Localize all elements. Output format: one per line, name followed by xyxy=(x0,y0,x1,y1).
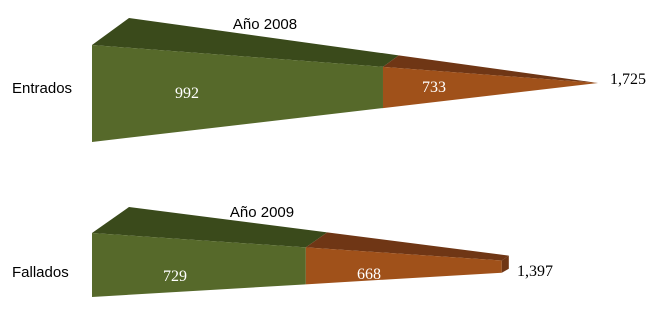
bar-segment-2 xyxy=(305,247,502,285)
segment-label-733: 733 xyxy=(422,79,446,96)
category-label-entrados: Entrados xyxy=(12,80,72,97)
total-label-1725: 1,725 xyxy=(610,71,646,88)
segment-label-729: 729 xyxy=(163,268,187,285)
total-label-1397: 1,397 xyxy=(517,263,553,280)
bar-top-segment-2 xyxy=(305,232,509,261)
bar-top-segment-2 xyxy=(382,55,598,83)
chart-title-2008: Año 2008 xyxy=(233,16,297,33)
bar-segment-2 xyxy=(382,66,598,109)
bar-segment-1 xyxy=(92,45,383,142)
bar-top-segment-1 xyxy=(92,207,328,248)
cone-bars-2009 xyxy=(92,207,509,297)
bar-end-cap xyxy=(501,255,509,273)
category-label-fallados: Fallados xyxy=(12,264,69,281)
cone-bars-2008 xyxy=(92,18,598,142)
chart-panel-2008: Año 2008 Entrados 992 733 1,725 xyxy=(12,16,646,142)
bar-segment-1 xyxy=(92,233,306,297)
bar-top-segment-1 xyxy=(92,18,399,67)
chart-title-2009: Año 2009 xyxy=(230,204,294,221)
segment-label-992: 992 xyxy=(175,85,199,102)
chart-panel-2009: Año 2009 Fallados 729 668 1,397 xyxy=(12,204,553,297)
segment-label-668: 668 xyxy=(357,266,381,283)
